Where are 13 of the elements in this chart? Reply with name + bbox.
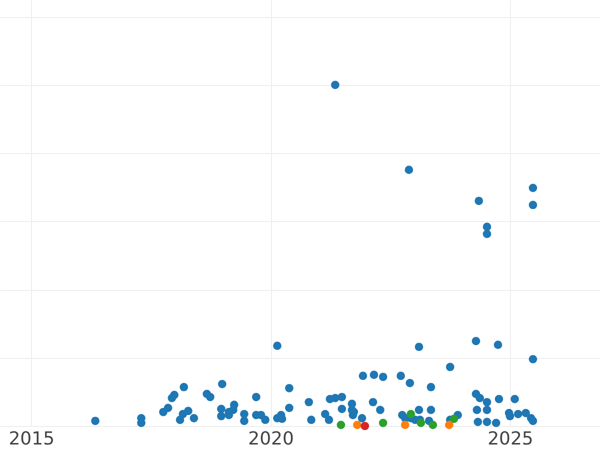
point bbox=[450, 414, 458, 424]
point bbox=[416, 418, 426, 428]
point bbox=[444, 420, 454, 430]
point bbox=[406, 410, 416, 418]
point bbox=[378, 418, 388, 428]
point bbox=[428, 420, 438, 430]
point bbox=[353, 420, 362, 430]
point bbox=[336, 420, 346, 430]
point bbox=[360, 422, 370, 430]
x-tick-label: 2025 bbox=[488, 428, 534, 450]
x-tick-label: 2020 bbox=[248, 428, 294, 450]
x-tick-label: 2015 bbox=[8, 428, 55, 450]
point bbox=[400, 420, 410, 430]
